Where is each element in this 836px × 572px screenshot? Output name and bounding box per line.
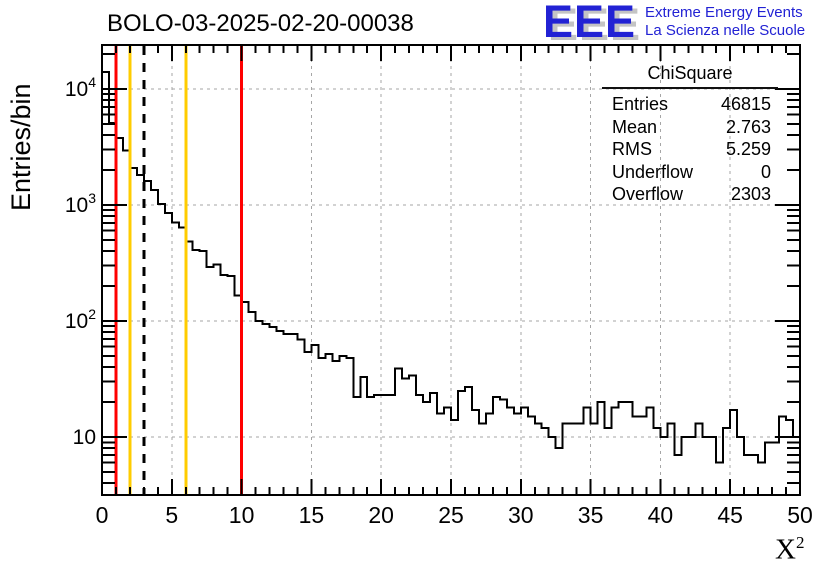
x-tick-label: 40 [648, 502, 674, 528]
y-tick-label: 102 [65, 306, 96, 333]
x-tick-label: 20 [368, 502, 394, 528]
stats-value: 46815 [720, 94, 771, 114]
stats-value: 5.259 [725, 139, 771, 160]
eee-logo-text: Extreme Energy Events La Scienza nelle S… [645, 1, 805, 40]
x-tick-labels: 0 5 10 15 20 25 30 35 40 45 50 [96, 502, 813, 528]
axis-ticks [101, 45, 801, 495]
x-axis-title-exponent: 2 [795, 533, 805, 552]
x-tick-label: 35 [578, 502, 604, 528]
y-axis-title: Entries/bin [6, 83, 36, 211]
stats-label: Underflow [612, 161, 694, 182]
x-axis-title: X2 [775, 533, 804, 567]
stats-label: Mean [612, 116, 658, 137]
x-tick-label: 50 [787, 502, 813, 528]
stats-value: 2303 [730, 184, 771, 205]
x-tick-label: 10 [229, 502, 255, 528]
x-tick-label: 5 [165, 502, 178, 528]
stats-box-title: ChiSquare [602, 63, 778, 89]
stats-row-entries: Entries 46815 [602, 93, 778, 116]
stats-box-rows: Entries 46815 Mean 2.763 RMS 5.259 Under… [602, 89, 778, 206]
y-tick-label: 104 [65, 74, 96, 101]
histogram-step-line [101, 70, 801, 495]
plot-title: BOLO-03-2025-02-20-00038 [107, 10, 414, 37]
x-tick-label: 45 [717, 502, 743, 528]
stats-label: Entries [612, 94, 669, 114]
y-tick-label: 103 [65, 190, 96, 217]
y-tick-labels: 10 102 103 104 [65, 74, 96, 449]
eee-logo-line1: Extreme Energy Events [645, 4, 803, 21]
y-tick-label: 10 [73, 426, 96, 449]
x-tick-label: 15 [299, 502, 325, 528]
eee-logo: EEE Extreme Energy Events La Scienza nel… [543, 0, 805, 47]
eee-logo-acronym: EEE [543, 0, 637, 47]
x-tick-label: 30 [508, 502, 534, 528]
x-axis-title-base: X [775, 533, 796, 566]
stats-value: 0 [760, 161, 771, 182]
stats-box: ChiSquare Entries 46815 Mean 2.763 RMS 5… [602, 63, 778, 206]
stats-row-underflow: Underflow 0 [602, 161, 778, 184]
stats-row-rms: RMS 5.259 [602, 138, 778, 161]
x-tick-label: 0 [96, 502, 109, 528]
stats-row-overflow: Overflow 2303 [602, 183, 778, 206]
eee-logo-line2: La Scienza nelle Scuole [645, 22, 806, 39]
stats-row-mean: Mean 2.763 [602, 116, 778, 139]
stats-value: 2.763 [725, 116, 771, 137]
stats-label: Overflow [612, 184, 684, 205]
x-tick-label: 25 [438, 502, 464, 528]
stats-label: RMS [612, 139, 652, 160]
